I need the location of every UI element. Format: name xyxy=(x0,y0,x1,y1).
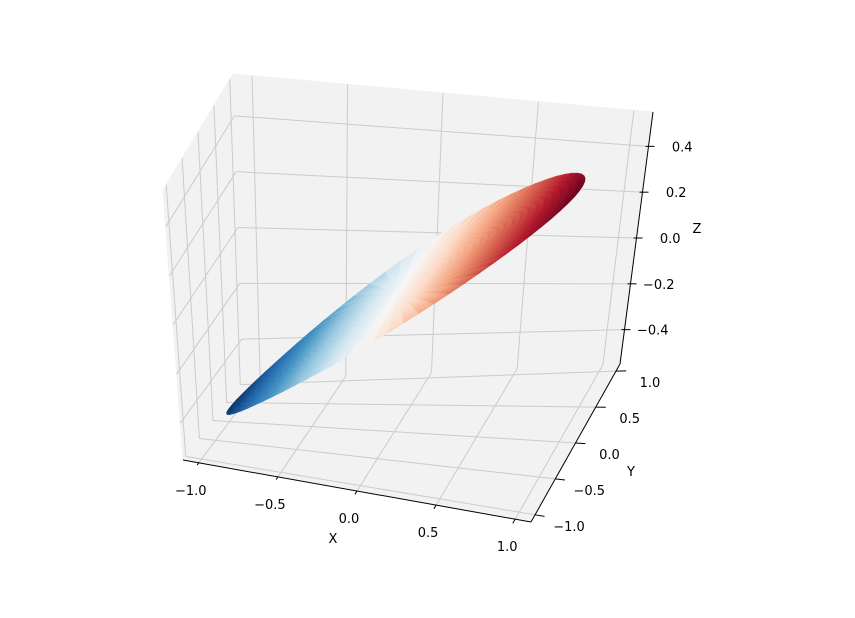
x-axis-tick xyxy=(434,505,436,509)
y-tick-label: −1.0 xyxy=(553,520,585,535)
z-axis-label: Z xyxy=(693,222,702,237)
z-tick-label: −0.2 xyxy=(643,278,675,293)
y-axis-label: Y xyxy=(626,465,635,480)
z-tick-label: −0.4 xyxy=(637,324,669,339)
x-axis-tick xyxy=(513,519,515,523)
x-axis-tick xyxy=(276,477,278,480)
x-tick-label: 0.5 xyxy=(418,526,439,541)
x-tick-label: 1.0 xyxy=(497,540,518,555)
y-tick-label: 0.5 xyxy=(619,412,640,427)
x-tick-label: −0.5 xyxy=(254,498,286,513)
z-tick-label: 0.0 xyxy=(660,232,681,247)
x-tick-label: 0.0 xyxy=(339,512,360,527)
y-tick-label: 1.0 xyxy=(640,376,661,391)
y-tick-label: −0.5 xyxy=(573,484,605,499)
x-axis-label: X xyxy=(329,532,338,547)
x-tick-label: −1.0 xyxy=(175,484,207,499)
y-tick-label: 0.0 xyxy=(599,448,620,463)
y-axis-tick xyxy=(535,515,545,517)
y-axis-tick xyxy=(576,443,586,444)
x-axis-tick xyxy=(197,463,199,465)
z-tick-label: 0.2 xyxy=(666,186,687,201)
x-axis-tick xyxy=(355,491,357,494)
y-axis-tick xyxy=(555,479,565,480)
z-tick-label: 0.4 xyxy=(672,140,693,155)
